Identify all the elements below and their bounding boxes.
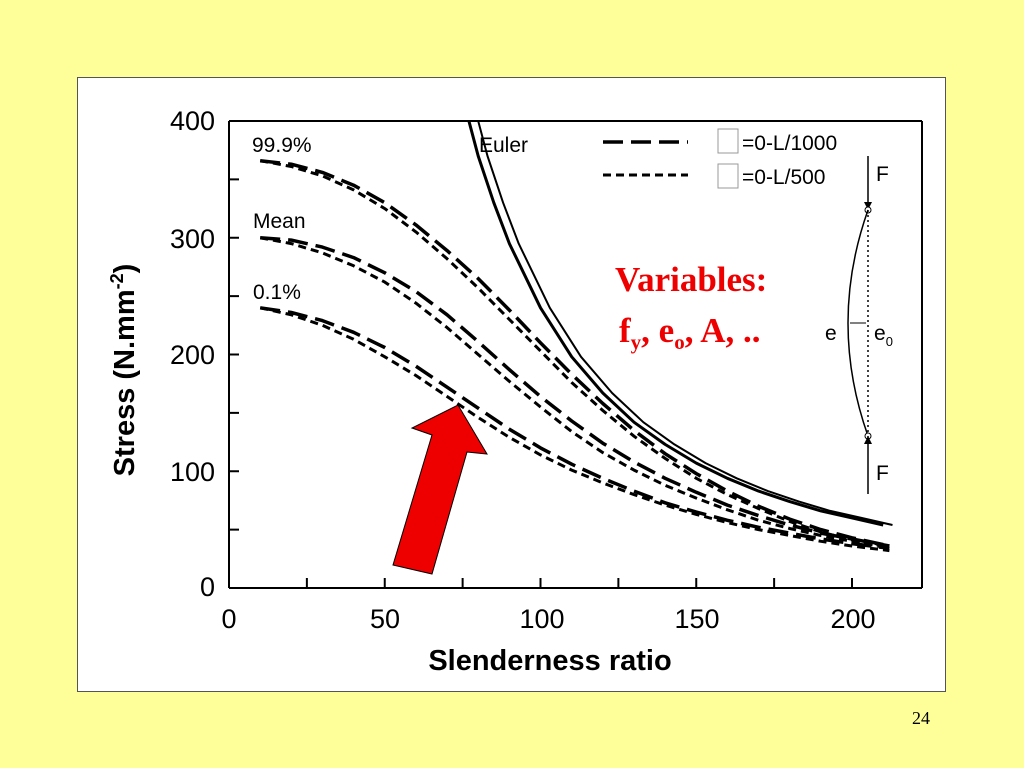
legend-label: =0-L/500 [742,166,826,189]
x-tick-label: 100 [519,604,564,634]
y-axis-title-close: ) [109,264,141,274]
x-tick-label: 0 [221,604,236,634]
y-tick-label: 200 [170,340,215,370]
y-tick-label: 400 [170,106,215,136]
series-line-0-1pct-short-dash [259,306,890,553]
x-tick-label: 200 [830,604,875,634]
variables-list: fy, eo, A, .. [619,311,761,354]
broken-image-icon [717,163,739,189]
y-tick-label: 0 [200,572,215,602]
legend: =0-L/1000 =0-L/500 [603,128,837,189]
euler-curve-offset [477,120,893,526]
series-line-mean-long-dash [260,236,890,548]
eo-label: e0 [874,322,893,349]
series-line-99-9pct-short-dash [259,159,890,549]
page-number: 24 [912,708,930,728]
euler-curve [467,120,884,527]
chart-panel: 0 50 100 150 200 0 100 200 300 400 Slend… [77,77,946,692]
curve-label-high: 99.9% [252,134,312,157]
tick-marks [228,120,853,589]
column-diagram: F e e0 F [825,156,893,494]
eo-main: e [874,322,886,345]
variables-heading: Variables: [615,260,767,299]
force-label-bottom: F [876,462,889,485]
x-tick-label: 50 [370,604,400,634]
var-f: f [619,311,631,350]
x-axis-title: Slenderness ratio [428,645,671,677]
curves-layer [259,120,893,553]
y-axis-title: Stress (N.mm-2) [107,264,141,477]
curve-label-low: 0.1% [253,281,301,304]
arrow-down-icon [864,202,872,210]
eo-sub: 0 [886,334,893,349]
series-line-99-9pct-long-dash [260,158,890,548]
series-line-0-1pct-long-dash [259,306,890,551]
x-tick-label: 150 [674,604,719,634]
red-arrow-icon [392,404,488,575]
y-axis-title-sup: -2 [107,273,127,289]
y-axis-title-main: Stress (N.mm [109,289,141,476]
broken-image-icon [717,128,739,154]
curve-label-euler: Euler [479,134,528,157]
e-label: e [825,322,837,345]
legend-label: =0-L/1000 [742,132,837,155]
series-line-mean-short-dash [259,236,890,550]
var-e: , e [641,311,674,350]
y-tick-label: 300 [170,224,215,254]
column-bent-shape [847,209,869,437]
stress-slenderness-chart: 0 50 100 150 200 0 100 200 300 400 Slend… [107,106,923,677]
var-e-sub: o [674,330,685,354]
var-f-sub: y [631,330,642,354]
force-label-top: F [876,163,889,186]
y-tick-label: 100 [170,457,215,487]
var-rest: , A, .. [685,311,761,350]
curve-label-mean: Mean [253,210,306,233]
